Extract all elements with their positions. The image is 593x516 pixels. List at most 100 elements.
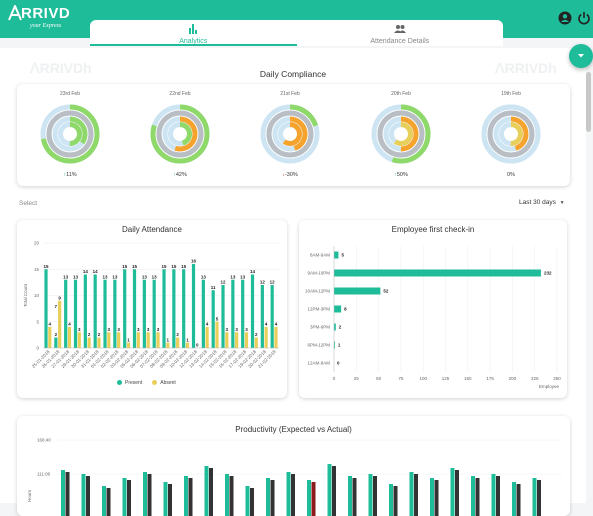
x-tick-label: 100	[419, 376, 427, 381]
bar-absent	[146, 332, 150, 348]
tab-analytics-label: Analytics	[179, 38, 208, 45]
bar	[334, 287, 381, 295]
bar-actual	[471, 476, 475, 516]
data-label: 13	[112, 274, 118, 279]
x-tick-label: 250	[553, 376, 561, 381]
bar-actual	[122, 478, 127, 516]
daily-attendance-card: Daily Attendance 0 5 10 15 20 Total Count 15 4 2…	[17, 220, 287, 398]
bar-present	[221, 285, 225, 348]
compliance-ring-chart	[260, 104, 320, 164]
account-circle-icon[interactable]	[558, 11, 572, 25]
data-label: 2	[255, 332, 258, 337]
bar-present	[231, 279, 235, 348]
tab-analytics[interactable]: Analytics	[90, 20, 297, 46]
data-label: 13	[152, 274, 158, 279]
bar-present	[132, 269, 137, 348]
bar-actual	[286, 472, 291, 516]
logo[interactable]: RRIVD your Express	[8, 5, 80, 35]
tab-bar: Analytics Attendance Details	[90, 20, 503, 46]
x-tick-label: 225	[531, 376, 539, 381]
legend-present[interactable]: Present	[117, 380, 142, 386]
first-checkin-card: Employee first check-in 0 25 50 75 100 125 150…	[299, 220, 567, 398]
data-label: 12	[270, 280, 276, 285]
data-label: 15	[181, 264, 187, 269]
bar-expected	[270, 480, 275, 516]
watermark: ᐱRRIVDh	[30, 60, 92, 76]
bar-actual	[450, 468, 455, 516]
bar-absent	[97, 337, 101, 348]
data-label: 4	[275, 322, 278, 327]
bar-expected	[352, 478, 357, 516]
compliance-ring-chart	[371, 104, 431, 164]
y-tick-label: 166:40	[37, 438, 51, 443]
bar-absent	[176, 337, 180, 348]
x-tick-label: 50	[376, 376, 382, 381]
data-label: 0	[337, 361, 340, 366]
tab-attendance-details[interactable]: Attendance Details	[297, 20, 504, 46]
arrow-up-icon: ↑	[394, 172, 397, 178]
power-icon[interactable]	[577, 11, 591, 25]
compliance-date-label: 22nd Feb	[169, 91, 191, 97]
bar-actual	[225, 474, 229, 516]
data-label: 15	[122, 264, 128, 269]
data-label: 3	[117, 327, 120, 332]
bar-absent	[58, 300, 62, 348]
expand-fab-button[interactable]	[569, 44, 593, 68]
legend-absent-swatch	[152, 380, 158, 386]
y-tick-label: 10AM-12PM	[305, 289, 330, 294]
data-label: 2	[55, 332, 58, 337]
data-label: 0	[196, 343, 199, 348]
data-label: 3	[245, 327, 248, 332]
bar-present	[123, 269, 127, 348]
ring-arc	[272, 116, 308, 152]
bar-expected	[127, 480, 131, 516]
bar-present	[103, 279, 107, 348]
daily-compliance-title: Daily Compliance	[259, 69, 327, 79]
data-label: 52	[383, 289, 389, 294]
legend-absent[interactable]: Absent	[152, 380, 176, 386]
arrow-up-icon: ↑	[63, 172, 67, 178]
bar-present	[172, 269, 176, 348]
bar-expected	[393, 486, 398, 516]
bar-actual	[532, 478, 537, 516]
bar-present	[260, 285, 264, 348]
legend-present-swatch	[117, 380, 122, 386]
data-label: 15	[171, 264, 177, 269]
y-tick-label: 10	[34, 293, 40, 298]
bar-absent	[166, 342, 170, 348]
compliance-change: ↑42%	[150, 172, 210, 178]
data-label: 3	[137, 327, 140, 332]
bar-actual	[266, 478, 270, 516]
data-label: 3	[157, 327, 160, 332]
bar-expected	[106, 488, 111, 516]
data-label: 14	[83, 269, 89, 274]
data-label: 4	[206, 322, 209, 327]
ring-arc	[52, 116, 88, 152]
bar-actual	[102, 486, 106, 516]
data-label: 8	[344, 307, 347, 312]
x-tick-label: 150	[464, 376, 472, 381]
productivity-chart: Hours 166:40 111:06	[27, 438, 562, 516]
scrollbar[interactable]	[586, 72, 591, 132]
first-checkin-title: Employee first check-in	[391, 225, 475, 234]
data-label: 13	[103, 274, 109, 279]
logo-tagline: your Express	[30, 23, 62, 29]
bar-actual	[512, 482, 516, 516]
ring-arc	[377, 110, 425, 158]
data-label: 12	[260, 280, 266, 285]
date-range-select[interactable]: Last 30 days ▼	[519, 199, 565, 206]
bar-actual	[409, 472, 414, 516]
y-tick-label: 0	[36, 346, 39, 351]
data-label: 12	[221, 280, 227, 285]
bar-absent	[274, 327, 278, 348]
ring-arc	[162, 116, 198, 152]
x-tick-label: 125	[442, 376, 450, 381]
data-label: 15	[162, 264, 168, 269]
ring-arc	[481, 104, 541, 164]
bar-present	[270, 285, 274, 348]
bar-expected	[537, 480, 541, 516]
bar-absent	[126, 342, 131, 348]
bar-actual	[61, 470, 65, 516]
data-label: 4	[68, 322, 71, 327]
ring-arc	[266, 110, 314, 158]
